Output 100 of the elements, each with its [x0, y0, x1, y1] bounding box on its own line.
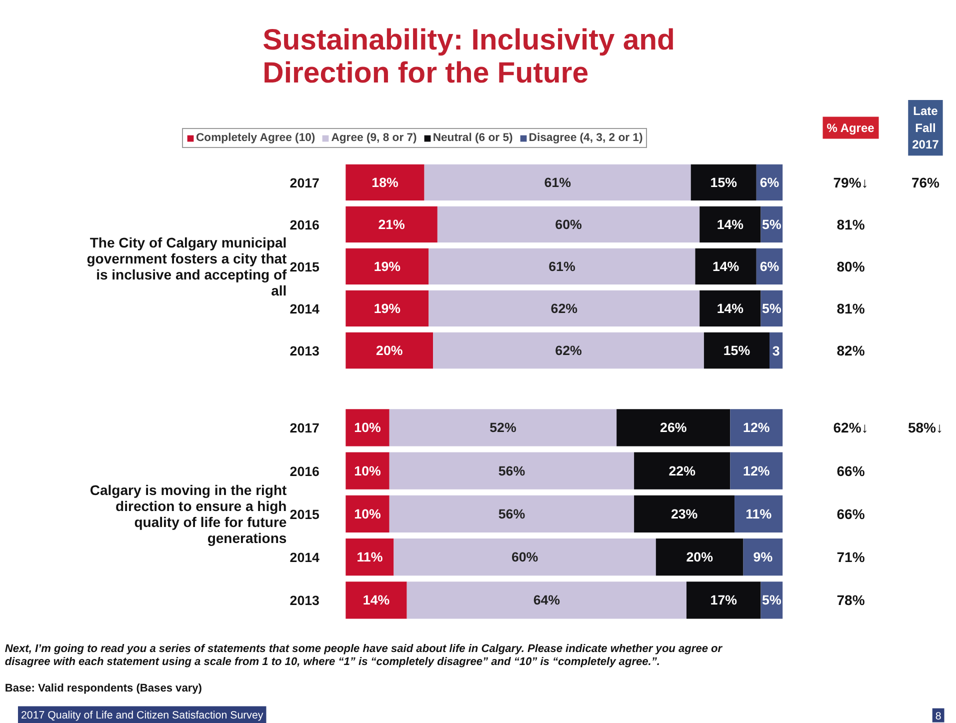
legend-label: Agree (9, 8 or 7) [331, 132, 417, 144]
bar [656, 538, 744, 576]
bar [346, 290, 429, 327]
bar [704, 332, 770, 369]
text: 81% [836, 300, 866, 316]
data-label: 6% [760, 174, 780, 190]
text: 2017 Quality of Life and Citizen Satisfaction Survey [20, 709, 264, 722]
data-label: 56% [498, 463, 526, 478]
data-label: 18% [372, 174, 398, 190]
bar [346, 495, 390, 532]
text: 82% [836, 342, 866, 358]
y-tick-label: 2014 [290, 550, 320, 566]
text: 78% [836, 592, 866, 608]
data-label: 23% [670, 506, 698, 522]
bar [394, 538, 656, 576]
text: 58%↓ [908, 420, 943, 436]
y-axis-title: Calgary is moving in the right direction to ensure a high quality of life for future generations [90, 482, 288, 546]
y-tick-label: 2017 [290, 175, 320, 190]
data-label: 60% [555, 216, 582, 232]
data-label: 22% [668, 463, 696, 478]
bar [346, 582, 407, 619]
data-label: 19% [374, 300, 401, 316]
data-label: 5% [762, 216, 782, 232]
text: Late Fall 2017 [912, 104, 940, 152]
data-label: 14% [362, 592, 390, 608]
bar [616, 409, 730, 446]
text: 71% [836, 549, 866, 566]
data-label: 12% [743, 463, 770, 478]
bar [406, 582, 686, 619]
data-label: 12% [743, 420, 770, 436]
data-label: 56% [498, 506, 526, 522]
bar [346, 332, 434, 369]
y-axis-title: The City of Calgary municipal government fosters a city that is inclusive and accepting of all [86, 234, 288, 298]
text: 81% [836, 216, 866, 232]
data-label: 11% [746, 506, 772, 522]
data-label: 10% [354, 463, 382, 478]
bar [346, 452, 390, 490]
bar [428, 290, 700, 327]
data-label: 62% [555, 343, 582, 358]
bar [346, 164, 424, 200]
data-label: 5% [762, 300, 782, 316]
bar [700, 290, 761, 327]
text: 66% [836, 506, 866, 522]
data-label: 6% [760, 258, 780, 274]
y-tick-label: 2013 [290, 593, 320, 608]
bar [690, 164, 756, 200]
bar [428, 248, 696, 285]
bar [634, 452, 730, 490]
data-label: 5% [762, 592, 782, 608]
data-label: 14% [716, 216, 744, 232]
y-tick-label: 2015 [290, 259, 320, 274]
y-tick-label: 2017 [290, 420, 320, 436]
data-label: 11% [356, 550, 383, 565]
text: 8 [935, 710, 942, 722]
data-label: 61% [548, 258, 576, 274]
text: Base: Valid respondents (Bases vary) [4, 682, 202, 695]
data-label: 26% [660, 420, 687, 436]
chart-title: Sustainability: Inclusivity and Direction for the Future [262, 23, 675, 90]
legend-label: Completely Agree (10) [196, 132, 316, 144]
data-label: 52% [490, 420, 516, 436]
bar [389, 495, 634, 532]
text: 79%↓ [833, 174, 868, 190]
legend-label: Disagree (4, 3, 2 or 1) [528, 132, 643, 144]
bar [346, 538, 394, 576]
bar [695, 248, 756, 285]
y-tick-label: 2016 [290, 217, 320, 232]
data-label: 21% [378, 216, 406, 232]
data-label: 10% [354, 420, 382, 436]
text: 80% [836, 258, 866, 274]
data-label: 14% [716, 300, 744, 316]
bar [686, 582, 761, 619]
data-label: 62% [550, 300, 578, 316]
bar [730, 409, 783, 446]
bar [734, 495, 783, 532]
text: % Agree [826, 120, 875, 135]
data-label: 60% [511, 550, 538, 565]
text: Next, I’m going to read you a series of statements that some people have said about life in Calgary. Please indicate whether you agree or disagree with each statement using a scale from 1 to 10, where “1” is “completely disagree” and “10” is “completely agree.”. [4, 642, 723, 668]
bar [730, 452, 783, 490]
y-tick-label: 2013 [290, 344, 320, 358]
data-label: 64% [533, 592, 560, 608]
bar [424, 164, 691, 200]
text: 66% [836, 462, 866, 479]
y-tick-label: 2015 [290, 506, 320, 522]
text: 62%↓ [833, 420, 868, 436]
bar [389, 409, 617, 446]
bar [700, 206, 761, 243]
data-label: 14% [712, 258, 740, 274]
legend-label: Neutral (6 or 5) [432, 132, 513, 144]
bar [437, 206, 700, 243]
bar [346, 248, 429, 285]
bar [346, 206, 438, 243]
bar [433, 332, 704, 369]
y-tick-label: 2014 [290, 301, 320, 316]
data-label: 15% [723, 343, 750, 358]
data-label: 61% [544, 174, 572, 190]
bar [634, 495, 735, 532]
bar [743, 538, 783, 576]
data-label: 20% [686, 550, 714, 565]
data-label: 10% [354, 506, 382, 522]
data-label: 17% [710, 592, 738, 608]
